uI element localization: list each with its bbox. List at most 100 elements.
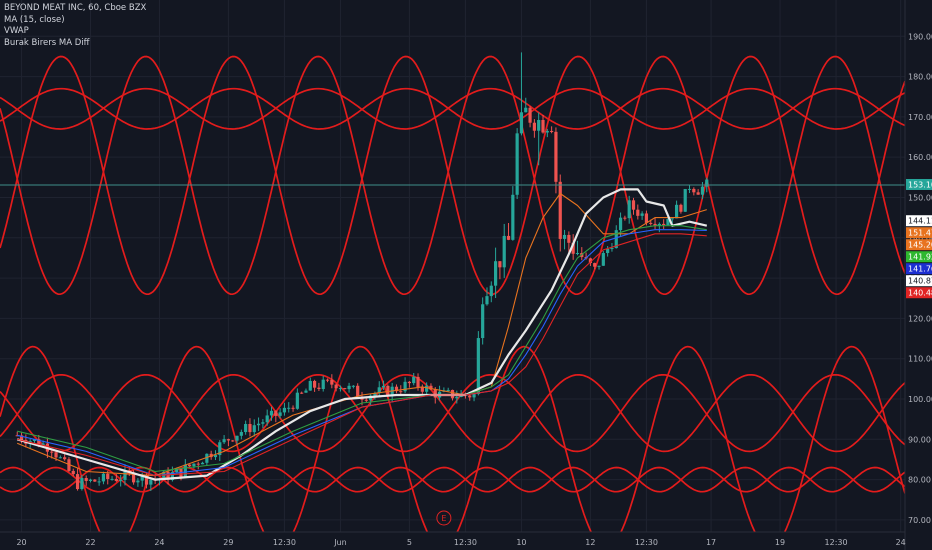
y-tick-label: 180.00 xyxy=(908,73,932,82)
candle-body xyxy=(37,439,41,447)
candle-body xyxy=(136,480,140,483)
series-line-0 xyxy=(16,192,707,477)
candle-body xyxy=(485,296,489,305)
candle-body xyxy=(19,435,24,441)
candle-body xyxy=(588,258,593,264)
candle-body xyxy=(114,478,118,481)
y-tick-label: 100.00 xyxy=(908,395,932,404)
candle-body xyxy=(614,230,618,249)
price-tag-label: 141.92 xyxy=(908,253,932,262)
candle-body xyxy=(433,389,437,398)
price-tag-label: 141.76 xyxy=(908,265,932,274)
candle-body xyxy=(170,472,174,481)
candle-body xyxy=(373,393,377,396)
candle-body xyxy=(166,471,170,481)
candle-body xyxy=(32,439,37,441)
candle-body xyxy=(71,470,75,475)
x-tick-label: 12:30 xyxy=(454,538,477,547)
y-tick-label: 110.00 xyxy=(908,355,932,364)
candle-body xyxy=(575,253,580,255)
candle-body xyxy=(287,407,291,409)
candle-body xyxy=(50,451,54,453)
candle-body xyxy=(429,385,433,390)
candle-body xyxy=(110,478,114,480)
candle-body xyxy=(106,473,110,479)
indicator-wave-4 xyxy=(0,373,905,453)
candle-body xyxy=(631,200,636,210)
candle-body xyxy=(554,131,558,182)
candle-body xyxy=(653,223,657,227)
candle-body xyxy=(416,376,420,388)
earnings-event-label[interactable]: E xyxy=(441,514,446,523)
earnings-event-icon[interactable] xyxy=(436,510,452,526)
candle-body xyxy=(489,285,493,297)
candle-body xyxy=(300,392,304,394)
candle-body xyxy=(67,459,71,471)
indicator-wave-5 xyxy=(0,373,905,453)
candle-body xyxy=(524,107,528,113)
x-tick-label: 29 xyxy=(223,538,233,547)
price-tag xyxy=(906,239,932,251)
candle-body xyxy=(222,439,226,443)
x-tick-label: 12:30 xyxy=(635,538,658,547)
candle-body xyxy=(670,218,674,220)
candle-body xyxy=(606,248,610,254)
x-tick-label: 17 xyxy=(706,538,716,547)
candle-body xyxy=(274,410,278,416)
candle-body xyxy=(75,474,80,490)
y-tick-label: 90.00 xyxy=(908,435,931,444)
candle-body xyxy=(291,407,295,409)
candle-body xyxy=(192,463,196,467)
candle-body xyxy=(123,470,127,480)
candle-body xyxy=(662,223,666,226)
legend-vwap[interactable]: VWAP xyxy=(4,26,29,36)
candle-body xyxy=(636,209,640,216)
candle-body xyxy=(683,189,687,212)
candle-body xyxy=(200,462,205,465)
candle-body xyxy=(213,455,218,458)
y-tick-label: 170.00 xyxy=(908,113,932,122)
legend-indicator[interactable]: Burak Birers MA Diff xyxy=(4,37,90,48)
candle-body xyxy=(231,440,235,442)
candle-body xyxy=(119,479,123,481)
candle-body xyxy=(188,464,192,467)
indicator-wave-3 xyxy=(0,55,905,296)
candle-body xyxy=(687,188,692,190)
legend-ma[interactable]: MA (15, close) xyxy=(4,14,65,25)
y-tick-label: 160.00 xyxy=(908,153,932,162)
candle-body xyxy=(705,179,709,187)
x-tick-label: Jun xyxy=(333,538,347,547)
candle-body xyxy=(493,261,498,286)
candle-body xyxy=(131,472,136,483)
candle-body xyxy=(175,468,179,473)
candle-body xyxy=(468,395,472,398)
series-line-1 xyxy=(16,188,708,481)
candle-body xyxy=(511,194,515,240)
candle-body xyxy=(321,379,325,390)
candle-body xyxy=(196,463,200,465)
candle-body xyxy=(304,390,308,393)
candle-body xyxy=(472,394,476,398)
candle-body xyxy=(692,188,696,193)
candle-body xyxy=(265,415,269,423)
price-tag xyxy=(906,263,932,275)
legend-symbol[interactable]: BEYOND MEAT INC, 60, Cboe BZX xyxy=(4,3,147,13)
x-tick-label: 24 xyxy=(896,538,906,547)
y-tick-label: 150.00 xyxy=(908,193,932,202)
candle-body xyxy=(545,130,549,133)
candle-body xyxy=(644,213,649,223)
candle-body xyxy=(657,223,661,227)
candle-body xyxy=(80,478,84,490)
price-tag-label: 151.47 xyxy=(908,229,932,238)
candle-body xyxy=(649,222,653,224)
candle-body xyxy=(666,218,670,226)
candle-body xyxy=(226,439,231,441)
candle-body xyxy=(325,379,330,381)
candle-body xyxy=(700,186,705,195)
series-line-4 xyxy=(17,233,707,477)
candle-body xyxy=(317,387,321,390)
candle-body xyxy=(330,379,334,385)
candle-body xyxy=(248,423,252,433)
